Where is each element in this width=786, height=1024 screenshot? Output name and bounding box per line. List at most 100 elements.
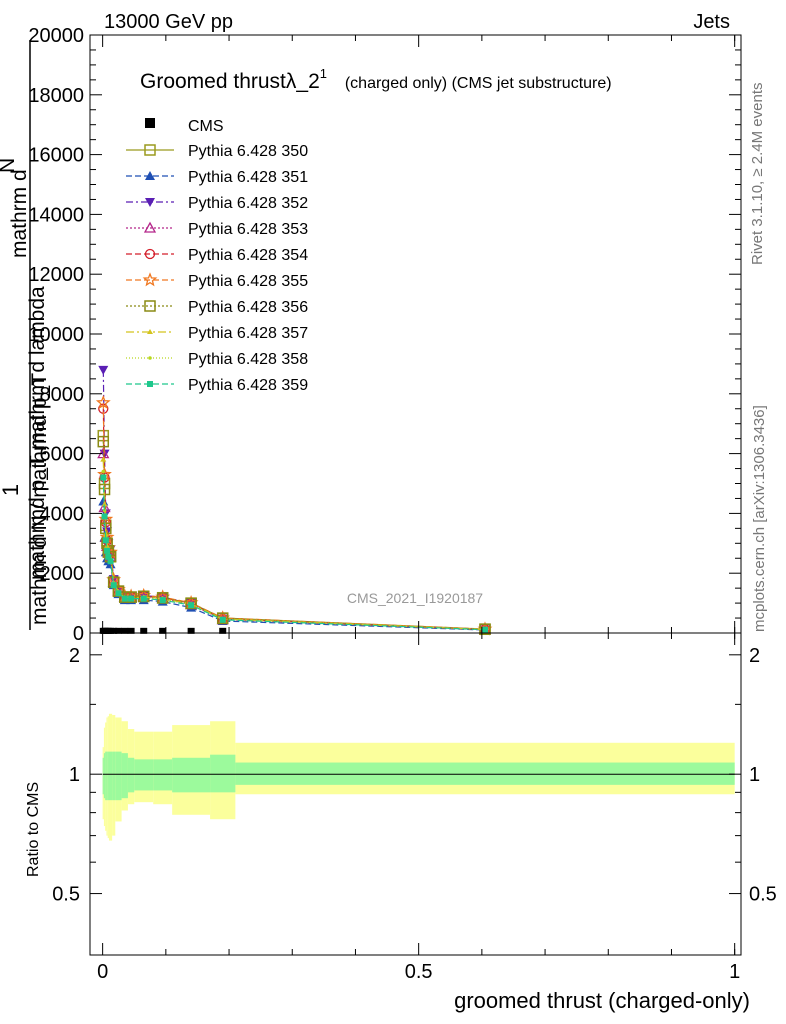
chart-subtitle: (charged only) (CMS jet substructure) [345, 75, 612, 92]
legend-marker [147, 381, 153, 387]
series-point [95, 395, 111, 410]
series-point [115, 590, 122, 597]
y-tick-label: 20000 [28, 25, 84, 47]
legend: CMS Pythia 6.428 350 Pythia 6.428 351 Pythi… [126, 118, 308, 394]
ratio-inner-band [102, 757, 104, 795]
ratio-frame [89, 632, 742, 956]
legend-marker [147, 329, 153, 334]
legend-marker [144, 300, 156, 312]
y-axis-label-ratio: Ratio to CMS [25, 782, 42, 877]
y-label-one: 1 [0, 484, 23, 496]
watermark: CMS_2021_I1920187 [347, 590, 483, 606]
series-point [101, 513, 108, 520]
series-point [100, 456, 107, 462]
series-line [102, 402, 486, 630]
series-point [97, 435, 110, 448]
x-axis: 0 0.5 1 [97, 35, 740, 983]
series-point [128, 595, 135, 602]
ratio-inner-band [107, 751, 109, 801]
cms-point [140, 627, 148, 634]
legend-marker [145, 198, 155, 207]
legend-label: Pythia 6.428 358 [188, 351, 308, 368]
cms-point [110, 627, 118, 634]
cms-point [219, 627, 227, 634]
ratio-inner-band [103, 753, 106, 799]
series-line [102, 441, 486, 630]
ratio-inner-band [121, 753, 128, 799]
legend-cms-marker [145, 118, 155, 128]
y-tick-label: 8000 [40, 384, 85, 406]
x-tick-label: 1 [729, 961, 740, 983]
legend-label: Pythia 6.428 354 [188, 247, 308, 264]
series-point [104, 547, 111, 554]
ratio-tick-label: 1 [69, 764, 80, 786]
y-tick-label: 4000 [40, 503, 85, 525]
series-point [216, 612, 229, 625]
y-tick-label: 0 [73, 623, 84, 645]
ratio-inner-band [153, 759, 173, 791]
legend-label: Pythia 6.428 352 [188, 195, 308, 212]
mcplots-label: mcplots.cern.ch [arXiv:1306.3436] [751, 405, 768, 632]
process-label: Jets [693, 11, 730, 33]
series-358 [101, 469, 487, 632]
ratio-inner-band [172, 757, 211, 793]
ratio-inner-band [115, 751, 122, 801]
series-359 [100, 474, 489, 633]
main-plot-panel: 0 2000 4000 6000 8000 10000 12000 14000 16000 180… [28, 25, 742, 645]
cms-point [114, 627, 122, 634]
ratio-tick-label-right: 1 [749, 764, 760, 786]
series-point [100, 474, 107, 481]
series-line [102, 501, 486, 631]
ratio-inner-band [134, 759, 154, 791]
legend-marker [143, 221, 157, 233]
series-point [107, 558, 114, 565]
legend-marker [148, 356, 152, 360]
series-point [110, 582, 117, 589]
chart-title-sup: 1 [320, 66, 327, 81]
ratio-tick-label-right: 0.5 [749, 884, 777, 906]
legend-cms-label: CMS [188, 118, 224, 135]
y-label-fragment-n: N [0, 158, 19, 173]
series-point [101, 469, 106, 474]
series-point [121, 595, 128, 602]
legend-label: Pythia 6.428 355 [188, 273, 308, 290]
ratio-inner-band [105, 751, 107, 801]
y-label-numerator: mathrmd p_T mathrm d lambda [26, 286, 49, 580]
series-point [105, 553, 112, 560]
legend-marker [142, 272, 158, 287]
ratio-tick-label-right: 2 [749, 645, 760, 667]
y-label-fragment-d: mathrm d [8, 169, 31, 258]
legend-label: Pythia 6.428 353 [188, 221, 308, 238]
cms-point [187, 627, 195, 634]
y-tick-label: 10000 [28, 324, 84, 346]
cms-point [121, 627, 129, 634]
series-point [98, 365, 109, 375]
ratio-inner-band [112, 751, 116, 801]
ratio-tick-label: 0.5 [52, 884, 80, 906]
x-tick-label: 0 [97, 961, 108, 983]
y-tick-label: 6000 [40, 444, 85, 466]
legend-marker [144, 248, 156, 260]
series-point [188, 602, 195, 609]
cms-point [159, 627, 167, 634]
legend-label: Pythia 6.428 359 [188, 377, 308, 394]
ratio-inner-band [127, 757, 135, 793]
cms-point [127, 627, 135, 634]
ratio-tick-label: 2 [69, 645, 80, 667]
series-line [102, 477, 486, 631]
y-tick-label: 2000 [40, 563, 85, 585]
rivet-label: Rivet 3.1.10, ≥ 2.4M events [749, 83, 766, 266]
legend-label: Pythia 6.428 356 [188, 299, 308, 316]
energy-label: 13000 GeV pp [104, 11, 233, 33]
series-point [482, 626, 489, 633]
series-line [102, 453, 486, 631]
x-axis-label: groomed thrust (charged-only) [454, 988, 750, 1013]
y-tick-label: 14000 [28, 204, 84, 226]
x-tick-label: 0.5 [405, 961, 433, 983]
y-tick-label: 18000 [28, 85, 84, 107]
series-point [102, 537, 109, 544]
chart-title: Groomed thrustλ_21 (charged only) (CMS j… [140, 60, 612, 93]
legend-label: Pythia 6.428 357 [188, 325, 308, 342]
legend-marker [145, 171, 155, 180]
